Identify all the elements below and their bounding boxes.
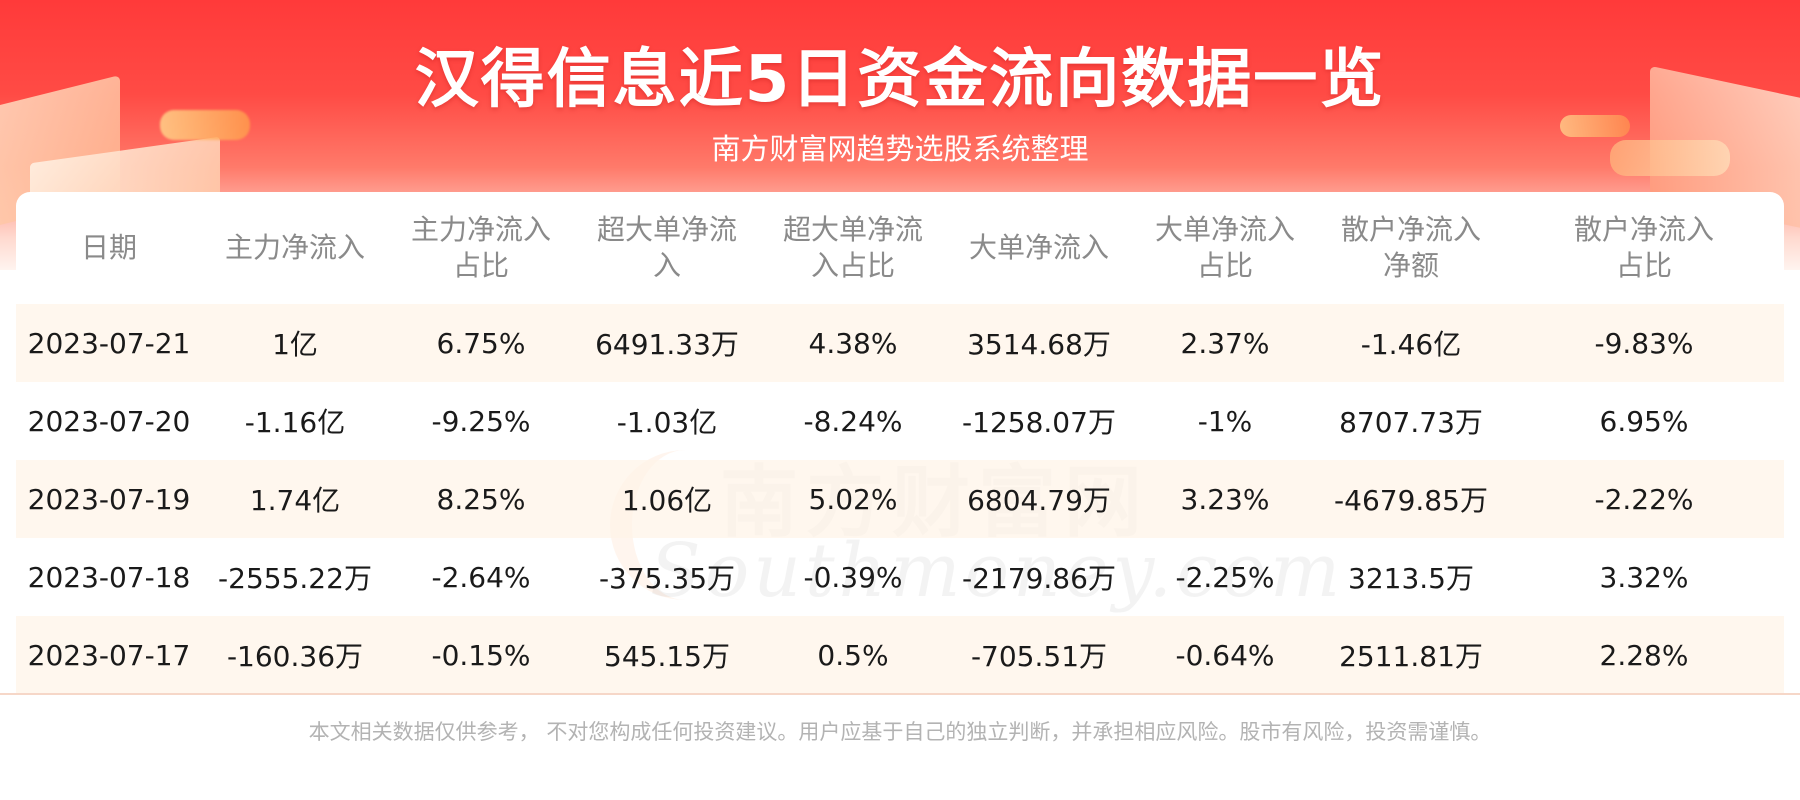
table-row: 2023-07-21 1亿 6.75% 6491.33万 4.38% 3514.68万 2.… — [16, 304, 1784, 382]
value-cell: -0.39% — [803, 560, 903, 594]
column-header: 大单净流入 — [968, 231, 1109, 264]
column-header: 主力净流入 — [224, 231, 365, 264]
disclaimer-text: 本文相关数据仅供参考， 不对您构成任何投资建议。用户应基于自己的独立判断，并承担… — [308, 720, 1492, 744]
fund-flow-table: 日期 主力净流入 主力净流入 占比 超大单净流 入超大单净流 入占比 大单净流入 大单净流… — [16, 192, 1784, 694]
value-cell: 6491.33万 — [574, 304, 760, 382]
page-title: 汉得信息近5日资金流向数据一览 — [414, 43, 1386, 117]
value-cell: -160.36万 — [202, 616, 388, 694]
value-cell: 8.25% — [388, 460, 574, 538]
value-cell: 1亿 — [202, 304, 388, 382]
decor-shape — [1610, 140, 1730, 176]
value-cell: -9.83% — [1504, 304, 1784, 382]
column-header: 超大单净流 入占比 — [782, 213, 923, 282]
date-cell: 2023-07-18 — [27, 560, 191, 594]
table-row: 2023-07-17 -160.36万 -0.15% 545.15万 0.5% -705.… — [16, 616, 1784, 694]
table-card — [16, 192, 1784, 692]
value-cell: -2.25% — [1175, 560, 1275, 594]
page-subtitle: 南方财富网趋势选股系统整理 — [711, 132, 1089, 166]
decor-shape — [160, 110, 250, 140]
table-row: 2023-07-18 -2555.22万 -2.64% -375.35万 -0.39% -… — [16, 538, 1784, 616]
value-cell: 3514.68万 — [946, 304, 1132, 382]
column-header: 大单净流入 占比 — [1154, 213, 1295, 282]
value-cell: 5.02% — [760, 460, 946, 538]
value-cell: 6.95% — [1599, 404, 1689, 438]
table-row: 2023-07-20 -1.16亿 -9.25% -1.03亿 -8.24% -1258.… — [16, 382, 1784, 460]
footer-divider — [0, 693, 1800, 695]
value-cell: 8707.73万 — [1339, 406, 1483, 439]
value-cell: 2.28% — [1504, 616, 1784, 694]
value-cell: 2511.81万 — [1318, 616, 1504, 694]
column-header: 超大单净流 入 — [596, 213, 737, 282]
value-cell: -1.46亿 — [1318, 304, 1504, 382]
value-cell: -2.22% — [1504, 460, 1784, 538]
value-cell: 2.37% — [1132, 304, 1318, 382]
value-cell: -2179.86万 — [962, 562, 1116, 595]
value-cell: -1.03亿 — [616, 406, 718, 439]
table-header-row: 日期 主力净流入 主力净流入 占比 超大单净流 入超大单净流 入占比 大单净流入 大单净流… — [16, 192, 1784, 304]
table-row: 2023-07-19 1.74亿 8.25% 1.06亿 5.02% 6804.79万 3.… — [16, 460, 1784, 538]
date-cell: 2023-07-19 — [16, 460, 202, 538]
value-cell: 3.32% — [1599, 560, 1689, 594]
date-cell: 2023-07-21 — [16, 304, 202, 382]
value-cell: 0.5% — [760, 616, 946, 694]
value-cell: -705.51万 — [946, 616, 1132, 694]
value-cell: -1.16亿 — [244, 406, 346, 439]
table-body: 2023-07-21 1亿 6.75% 6491.33万 4.38% 3514.68万 2.… — [16, 304, 1784, 694]
value-cell: -9.25% — [431, 404, 531, 438]
value-cell: -8.24% — [803, 404, 903, 438]
decor-shape — [1560, 115, 1630, 137]
value-cell: 6.75% — [388, 304, 574, 382]
value-cell: -4679.85万 — [1318, 460, 1504, 538]
value-cell: 1.74亿 — [202, 460, 388, 538]
value-cell: -0.15% — [388, 616, 574, 694]
value-cell: 6804.79万 — [946, 460, 1132, 538]
value-cell: 4.38% — [760, 304, 946, 382]
column-header: 日期 — [80, 231, 137, 264]
column-header: 散户净流入 占比 — [1573, 213, 1714, 282]
value-cell: 3.23% — [1132, 460, 1318, 538]
value-cell: -2555.22万 — [218, 562, 372, 595]
value-cell: -0.64% — [1132, 616, 1318, 694]
value-cell: -2.64% — [431, 560, 531, 594]
column-header: 散户净流入 净额 — [1340, 213, 1481, 282]
value-cell: -375.35万 — [598, 562, 736, 595]
value-cell: -1% — [1197, 404, 1253, 438]
value-cell: 3213.5万 — [1348, 562, 1474, 595]
value-cell: 545.15万 — [574, 616, 760, 694]
value-cell: -1258.07万 — [962, 406, 1116, 439]
date-cell: 2023-07-20 — [27, 404, 191, 438]
value-cell: 1.06亿 — [574, 460, 760, 538]
column-header: 主力净流入 占比 — [410, 213, 551, 282]
date-cell: 2023-07-17 — [16, 616, 202, 694]
